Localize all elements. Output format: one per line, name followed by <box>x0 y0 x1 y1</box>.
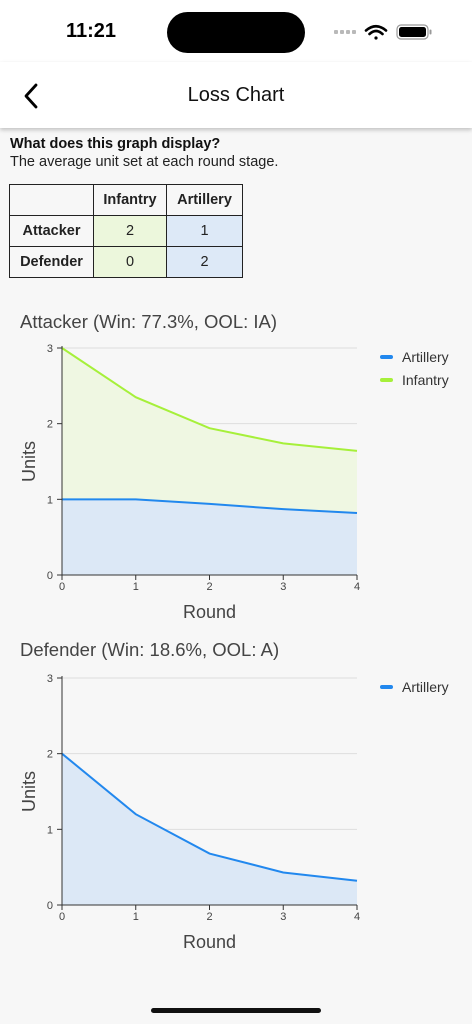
attacker-chart-title: Attacker (Win: 77.3%, OOL: IA) <box>20 311 278 332</box>
y-tick-label: 0 <box>47 570 53 582</box>
y-axis-label: Units <box>19 441 39 482</box>
x-tick-label: 3 <box>280 911 286 923</box>
y-axis-label: Units <box>19 771 39 812</box>
series-area-artillery <box>62 753 357 905</box>
table-corner-cell <box>9 184 94 216</box>
x-tick-label: 1 <box>133 911 139 923</box>
x-tick-label: 4 <box>354 911 360 923</box>
x-axis-label: Round <box>183 932 236 952</box>
dynamic-island <box>167 12 305 53</box>
defender-chart-title: Defender (Win: 18.6%, OOL: A) <box>20 639 280 660</box>
x-tick-label: 4 <box>354 581 360 593</box>
series-area-infantry <box>62 348 357 513</box>
status-bar: 11:21 <box>0 0 472 62</box>
y-tick-label: 0 <box>47 900 53 912</box>
page-title: Loss Chart <box>187 84 285 106</box>
y-tick-label: 1 <box>47 494 53 506</box>
attacker-infantry-cell: 2 <box>93 215 167 247</box>
status-time: 11:21 <box>66 20 117 42</box>
x-tick-label: 0 <box>59 581 65 593</box>
attacker-artillery-cell: 1 <box>166 215 243 247</box>
table-row: Attacker 2 1 <box>9 215 243 247</box>
table-row: Defender 0 2 <box>9 246 243 278</box>
y-tick-label: 3 <box>47 343 53 355</box>
status-icons <box>334 24 432 40</box>
defender-infantry-cell: 0 <box>93 246 167 278</box>
legend-label: Artillery <box>402 349 449 365</box>
series-line-artillery <box>62 498 358 514</box>
series-area-artillery <box>62 499 357 575</box>
series-line-infantry <box>61 347 358 452</box>
info-description: The average unit set at each round stage… <box>10 154 279 170</box>
x-axis-label: Round <box>183 602 236 622</box>
row-header-attacker: Attacker <box>9 215 94 247</box>
column-header-artillery: Artillery <box>166 184 243 216</box>
x-tick-label: 2 <box>206 911 212 923</box>
legend-label: Artillery <box>402 679 449 695</box>
back-button[interactable] <box>14 78 50 114</box>
x-tick-label: 0 <box>59 911 65 923</box>
y-tick-label: 3 <box>47 673 53 685</box>
chevron-left-icon <box>24 83 38 109</box>
battery-icon <box>396 24 432 40</box>
navigation-bar: Loss Chart <box>0 62 472 128</box>
wifi-icon <box>364 24 388 40</box>
defender-loss-chart: 0 1 2 3 0 1 2 3 4 Round Units Artillery <box>19 673 449 952</box>
y-tick-label: 2 <box>47 749 53 761</box>
y-tick-label: 1 <box>47 824 53 836</box>
defender-artillery-cell: 2 <box>166 246 243 278</box>
cellular-signal-icon <box>334 30 356 34</box>
info-question: What does this graph display? <box>10 136 221 152</box>
x-tick-label: 1 <box>133 581 139 593</box>
series-line-artillery <box>61 752 358 882</box>
x-tick-label: 3 <box>280 581 286 593</box>
home-indicator <box>151 1008 321 1013</box>
x-tick-label: 2 <box>206 581 212 593</box>
legend-label: Infantry <box>402 372 449 388</box>
attacker-loss-chart: 0 1 2 3 0 1 2 3 4 Round Units Artillery Infantry <box>19 343 449 622</box>
unit-table: Infantry Artillery Attacker 2 1 Defender… <box>9 184 243 278</box>
column-header-infantry: Infantry <box>93 184 167 216</box>
y-tick-label: 2 <box>47 419 53 431</box>
row-header-defender: Defender <box>9 246 94 278</box>
table-header-row: Infantry Artillery <box>9 184 243 216</box>
